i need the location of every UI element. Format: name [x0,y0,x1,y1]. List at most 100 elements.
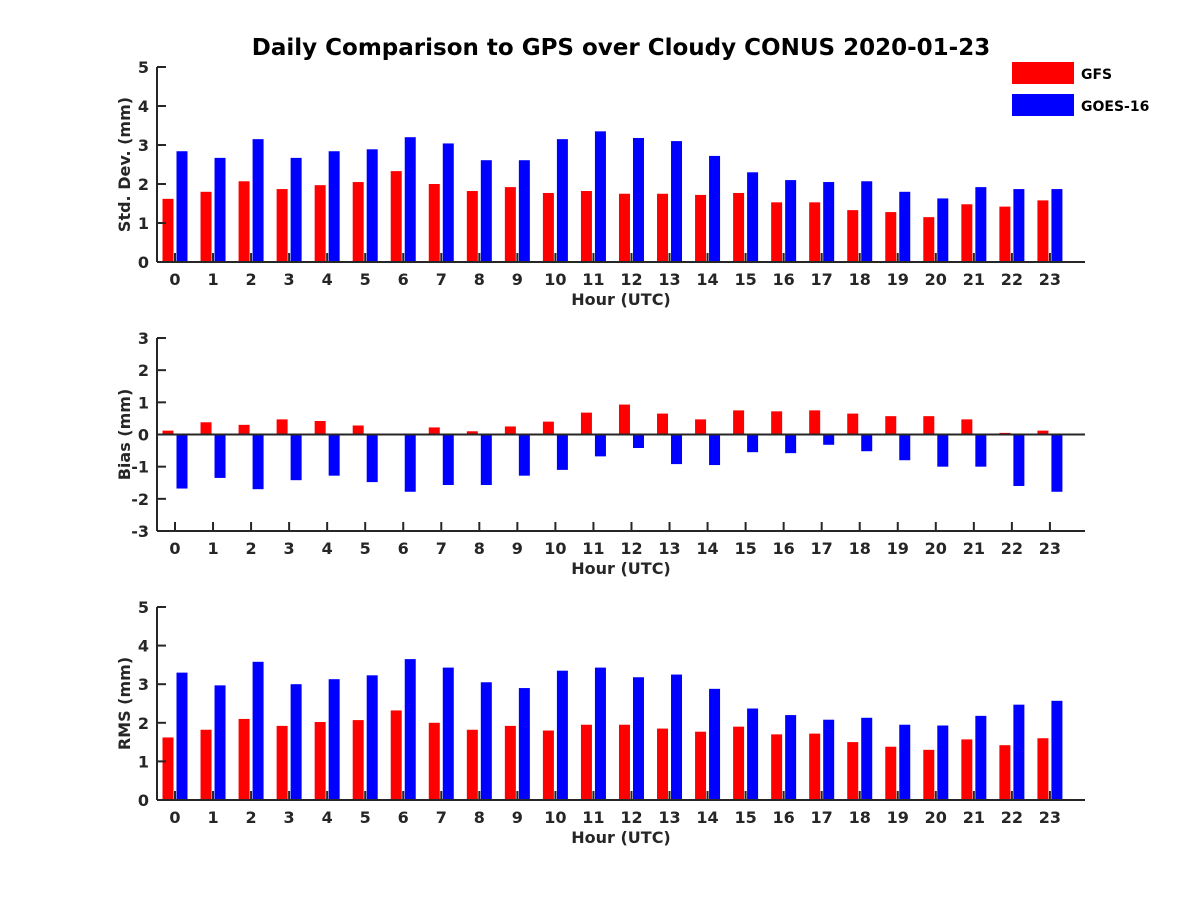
rms-y-tick-label: 0 [138,791,149,810]
bias-bar-gfs-5 [352,425,364,435]
legend-label-gfs: GFS [1081,67,1112,83]
bias-bar-gfs-4 [314,420,326,435]
rms-bar-goes16-5 [366,675,378,800]
std-dev-bar-gfs-7 [428,184,440,262]
bias-y-tick-label: -3 [131,522,149,541]
bias-bar-gfs-12 [618,404,630,435]
std-dev-x-tick-label: 18 [849,270,871,289]
rms-bar-goes16-11 [594,667,606,800]
rms-bar-goes16-6 [404,659,416,800]
rms-bar-goes16-9 [518,688,530,800]
rms-bar-gfs-17 [809,733,821,800]
rms-bar-goes16-10 [556,670,568,800]
std-dev-bar-gfs-2 [238,181,250,262]
bias-bar-goes16-5 [366,434,378,483]
std-dev-bar-goes16-12 [632,137,644,262]
bias-bar-goes16-13 [671,434,683,465]
rms-bar-goes16-8 [480,682,492,800]
bias-x-tick-label: 2 [246,539,257,558]
std-dev-x-tick-label: 11 [582,270,604,289]
std-dev-y-tick-label: 2 [138,175,149,194]
std-dev-bar-gfs-15 [733,192,745,262]
rms-bar-goes16-0 [176,672,188,800]
std-dev-x-tick-label: 22 [1001,270,1023,289]
std-dev-bar-goes16-1 [214,157,226,262]
bias-x-tick-label: 20 [925,539,947,558]
std-dev-x-tick-label: 1 [207,270,218,289]
rms-bar-gfs-22 [999,745,1011,800]
rms-bar-goes16-14 [709,688,721,800]
rms-bar-gfs-6 [390,710,402,800]
rms-x-tick-label: 9 [512,808,523,827]
bias-y-tick-label: 0 [138,426,149,445]
std-dev-bar-goes16-21 [975,187,987,262]
bias-y-tick-label: -1 [131,458,149,477]
std-dev-y-tick-label: 0 [138,253,149,272]
rms-x-tick-label: 6 [398,808,409,827]
std-dev-bar-goes16-2 [252,139,264,262]
rms-bar-goes16-22 [1013,704,1025,800]
std-dev-bar-gfs-1 [200,191,212,262]
std-dev-bar-gfs-19 [885,212,897,262]
rms-bar-goes16-17 [823,719,835,800]
std-dev-bar-goes16-16 [785,180,797,262]
std-dev-bar-gfs-10 [542,192,554,262]
bias-x-tick-label: 8 [474,539,485,558]
bias-bar-goes16-11 [594,434,606,457]
rms-bar-goes16-19 [899,724,911,800]
bias-bar-gfs-19 [885,416,897,435]
rms-x-tick-label: 23 [1039,808,1061,827]
rms-bar-goes16-18 [861,717,873,800]
rms-x-tick-label: 16 [773,808,795,827]
rms-bar-gfs-23 [1037,738,1049,800]
bias-bar-goes16-0 [176,434,188,489]
bias-bar-goes16-22 [1013,434,1025,486]
bias-bar-goes16-7 [442,434,454,485]
std-dev-bar-gfs-14 [695,194,707,262]
rms-bar-gfs-10 [542,730,554,800]
rms-bar-goes16-12 [632,677,644,800]
bias-x-tick-label: 14 [696,539,718,558]
std-dev-bar-gfs-18 [847,210,859,262]
std-dev-x-tick-label: 8 [474,270,485,289]
rms-bar-goes16-4 [328,679,340,800]
rms-y-tick-label: 5 [138,598,149,617]
bias-bar-gfs-7 [428,427,440,435]
rms-bar-goes16-3 [290,684,302,800]
std-dev-x-tick-label: 3 [284,270,295,289]
rms-y-label: RMS (mm) [115,657,134,750]
rms-bar-gfs-11 [580,724,592,800]
std-dev-x-tick-label: 20 [925,270,947,289]
bias-bar-goes16-23 [1051,434,1063,492]
legend-label-goes16: GOES-16 [1081,99,1149,115]
rms-bar-goes16-7 [442,667,454,800]
bias-x-label: Hour (UTC) [571,559,671,578]
rms-bar-gfs-15 [733,726,745,800]
bias-x-tick-label: 19 [887,539,909,558]
rms-x-tick-label: 20 [925,808,947,827]
legend: GFS GOES-16 [1012,62,1149,116]
bias-y-tick-label: 2 [138,361,149,380]
bias-x-tick-label: 0 [169,539,180,558]
bias-x-tick-label: 22 [1001,539,1023,558]
std-dev-x-tick-label: 21 [963,270,985,289]
bias-bar-goes16-15 [747,434,759,453]
std-dev-bar-gfs-16 [771,202,783,262]
rms-bar-gfs-0 [162,737,174,800]
rms-x-tick-label: 0 [169,808,180,827]
bias-x-tick-label: 11 [582,539,604,558]
bias-bar-gfs-8 [466,431,478,435]
rms-bar-gfs-16 [771,734,783,800]
rms-x-tick-label: 4 [322,808,333,827]
bias-x-tick-label: 4 [322,539,333,558]
bias-bar-gfs-14 [695,419,707,435]
rms-bar-gfs-20 [923,749,935,800]
bias-bar-gfs-9 [504,426,516,435]
bias-bar-goes16-17 [823,434,835,445]
rms-y-tick-label: 3 [138,675,149,694]
std-dev-y-label: Std. Dev. (mm) [115,97,134,232]
bias-bar-gfs-23 [1037,430,1049,435]
std-dev-bar-gfs-5 [352,182,364,262]
bias-x-tick-label: 6 [398,539,409,558]
